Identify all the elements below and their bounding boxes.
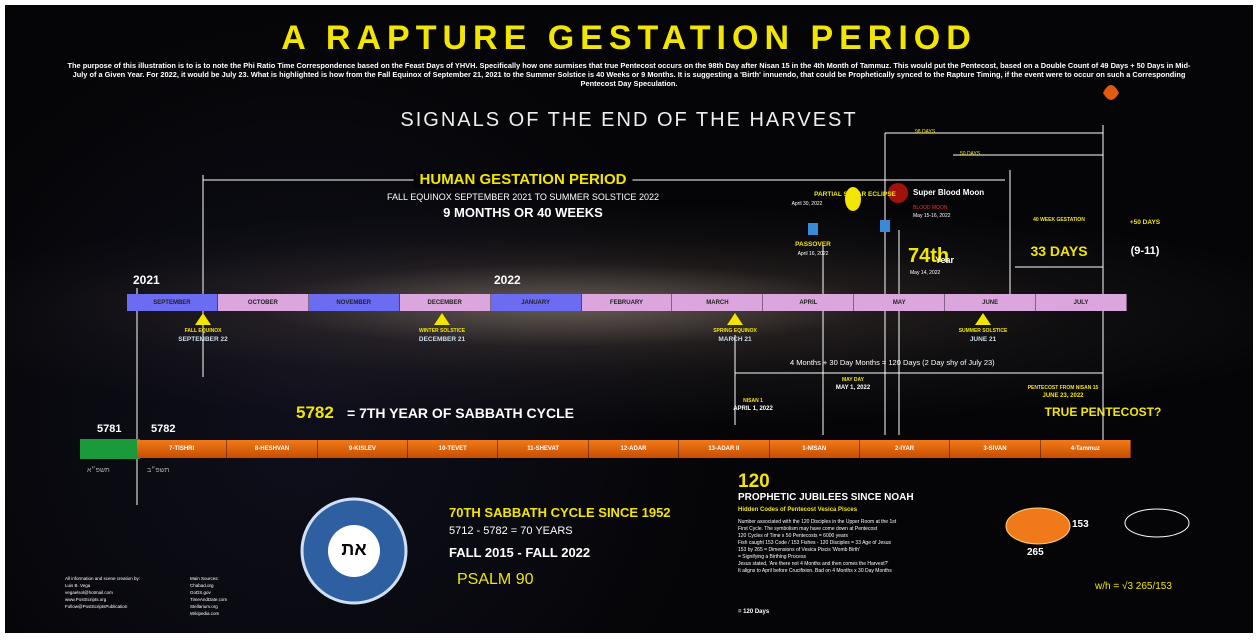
hebrew-year: 5781 <box>97 423 121 435</box>
month-cell: JULY <box>1036 294 1127 311</box>
hebrew-month-cell: 10-TEVET <box>408 440 498 458</box>
hebrew-script: תשפ״ב <box>147 467 169 474</box>
month-cell: MARCH <box>672 294 763 311</box>
month-cell: SEPTEMBER <box>127 294 218 311</box>
cycle-range: FALL 2015 - FALL 2022 <box>449 545 590 560</box>
year-label: 2022 <box>494 273 521 287</box>
season-date: MARCH 21 <box>718 336 751 343</box>
day-count-note: 4 Months + 30 Day Months = 120 Days (2 D… <box>790 358 995 367</box>
wheel-center: את <box>341 539 366 560</box>
marker-label: MAY DAY <box>842 377 864 383</box>
event-date: May 15-16, 2022 <box>913 213 951 219</box>
pentecost-question: TRUE PENTECOST? <box>1045 405 1162 419</box>
intro: The purpose of this illustration is to i… <box>64 61 1194 88</box>
season-date: SEPTEMBER 22 <box>178 336 228 343</box>
pentecost-date: JUNE 23, 2022 <box>1042 393 1083 399</box>
hebrew-month-cell: 1-NISAN <box>770 440 860 458</box>
event-date: April 30, 2022 <box>792 201 823 207</box>
sabbath-year: 5782 <box>296 403 334 423</box>
season-date: JUNE 21 <box>970 336 996 343</box>
gestation-range: FALL EQUINOX SEPTEMBER 2021 TO SUMMER SO… <box>387 192 659 202</box>
cycle-title: 70TH SABBATH CYCLE SINCE 1952 <box>449 505 671 520</box>
season-label: WINTER SOLSTICE <box>419 328 465 334</box>
hebrew-month-cell: 9-KISLEV <box>318 440 408 458</box>
event-label: PARTIAL SOLAR ECLIPSE <box>814 191 896 198</box>
span-note: 50 DAYS <box>960 151 980 157</box>
infographic: A RAPTURE GESTATION PERIOD The purpose o… <box>5 5 1253 633</box>
span-value: 33 DAYS <box>1030 243 1087 259</box>
event-label: Super Blood Moon <box>913 188 984 197</box>
year-count-suffix: Year <box>935 255 954 265</box>
pentecost-label: PENTECOST FROM NISAN 15 <box>1028 385 1099 391</box>
span-label: +50 DAYS <box>1130 219 1160 226</box>
month-cell: NOVEMBER <box>309 294 400 311</box>
month-cell: JUNE <box>945 294 1036 311</box>
marker-label: NISAN 1 <box>743 398 763 404</box>
marker-date: APRIL 1, 2022 <box>733 406 773 412</box>
hebrew-year: 5782 <box>151 423 175 435</box>
season-label: SPRING EQUINOX <box>713 328 757 334</box>
jubilee-notes: Number associated with the 120 Disciples… <box>738 519 896 575</box>
month-cell: APRIL <box>763 294 854 311</box>
month-cell: OCTOBER <box>218 294 309 311</box>
span-note: 98 DAYS <box>915 129 935 135</box>
hebrew-month-cell: 3-SIVAN <box>950 440 1040 458</box>
hebrew-script: תשפ״א <box>87 467 110 474</box>
cycle-psalm: PSALM 90 <box>457 571 533 589</box>
season-date: DECEMBER 21 <box>419 336 465 343</box>
vesica-height: 153 <box>1072 519 1089 530</box>
hebrew-month-cell: 11-SHEVAT <box>498 440 588 458</box>
year-count-date: May 14, 2022 <box>910 270 940 276</box>
hebrew-month-cell: 8-HESHVAN <box>227 440 317 458</box>
marker-date: MAY 1, 2022 <box>836 385 870 391</box>
month-cell: DECEMBER <box>400 294 491 311</box>
sources: Main Sources: Chabad.org GoDS.gov TimeAn… <box>190 575 227 617</box>
vesica-width: 265 <box>1027 547 1044 558</box>
sabbath-text: = 7TH YEAR OF SABBATH CYCLE <box>347 405 574 421</box>
jubilee-subtitle: Hidden Codes of Pentecost Vesica Pisces <box>738 507 857 513</box>
span-label: 40 WEEK GESTATION <box>1033 217 1085 223</box>
month-cell: MAY <box>854 294 945 311</box>
cycle-years: 5712 - 5782 = 70 YEARS <box>449 525 573 537</box>
jubilee-title: PROPHETIC JUBILEES SINCE NOAH <box>738 492 914 503</box>
hebrew-month-cell: 2-IYAR <box>860 440 950 458</box>
gestation-title: HUMAN GESTATION PERIOD <box>414 171 633 188</box>
event-date: April 16, 2022 <box>798 251 829 257</box>
overlay-lines <box>5 5 1253 633</box>
event-sub: BLOOD MOON <box>913 205 947 211</box>
jubilee-number: 120 <box>738 471 770 493</box>
subtitle: SIGNALS OF THE END OF THE HARVEST <box>400 109 857 132</box>
year-label: 2021 <box>133 273 160 287</box>
hebrew-month-cell: 12-ADAR <box>589 440 679 458</box>
season-label: FALL EQUINOX <box>185 328 222 334</box>
jubilee-days: = 120 Days <box>738 609 769 615</box>
credits: All information and scene creation by: L… <box>65 575 140 610</box>
hebrew-month-cell: 13-ADAR II <box>679 440 769 458</box>
season-label: SUMMER SOLSTICE <box>959 328 1008 334</box>
span-value: (9-11) <box>1131 245 1160 257</box>
vesica-formula: w/h = √3 265/153 <box>1095 581 1172 592</box>
hebrew-month-cell: 7-TISHRI <box>137 440 227 458</box>
hebrew-month-cell: 4-Tammuz <box>1041 440 1131 458</box>
month-cell: JANUARY <box>491 294 582 311</box>
title: A RAPTURE GESTATION PERIOD <box>281 19 977 58</box>
month-cell: FEBRUARY <box>582 294 673 311</box>
event-label: PASSOVER <box>795 241 831 248</box>
gestation-duration: 9 MONTHS OR 40 WEEKS <box>443 205 603 220</box>
